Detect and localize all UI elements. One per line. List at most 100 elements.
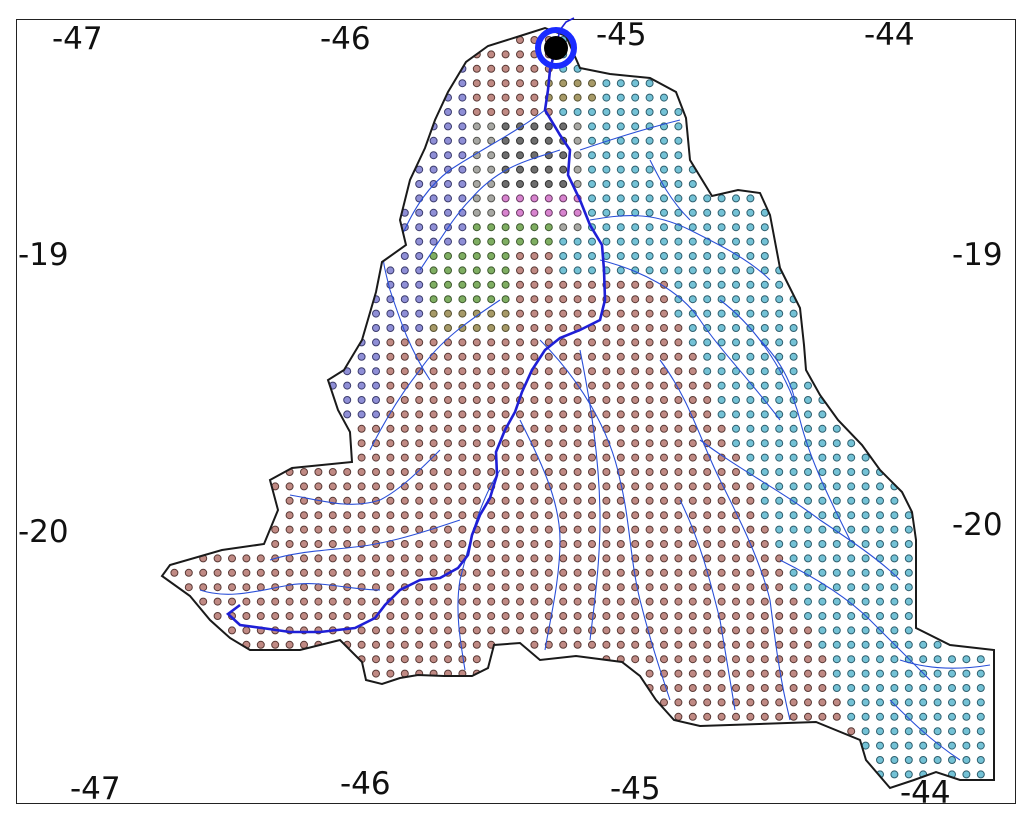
grid-point [688, 597, 697, 606]
grid-point [400, 525, 409, 534]
grid-point [775, 511, 784, 520]
grid-point [631, 655, 640, 664]
grid-point [688, 684, 697, 692]
grid-point [357, 410, 366, 419]
grid-point [472, 468, 481, 476]
grid-point [300, 540, 308, 548]
grid-point [472, 496, 481, 505]
grid-point [530, 396, 539, 404]
grid-point [429, 597, 438, 606]
grid-point [789, 712, 798, 721]
grid-point [602, 410, 611, 419]
grid-point [688, 381, 697, 390]
grid-point [429, 381, 438, 390]
grid-point [861, 655, 870, 664]
grid-point [861, 727, 870, 736]
grid-point [789, 352, 798, 361]
grid-point [487, 626, 496, 635]
tributary-network [199, 109, 991, 761]
grid-point [616, 352, 625, 361]
grid-point [818, 540, 827, 548]
grid-point [487, 165, 496, 174]
grid-point [746, 194, 755, 203]
grid-point [732, 684, 740, 692]
grid-point [645, 396, 654, 404]
grid-point [444, 640, 452, 649]
grid-point [386, 439, 395, 448]
grid-point [775, 525, 784, 534]
grid-point [415, 223, 424, 232]
grid-point [746, 252, 755, 260]
grid-point [616, 79, 625, 88]
grid-point [429, 640, 438, 649]
grid-point [357, 612, 366, 620]
grid-point [516, 352, 524, 361]
grid-point [487, 554, 496, 563]
grid-point [228, 554, 236, 563]
grid-point [501, 223, 510, 232]
grid-point [472, 583, 481, 592]
grid-point [645, 439, 654, 448]
grid-point [444, 352, 452, 361]
grid-point [559, 540, 568, 548]
grid-point [904, 612, 913, 620]
grid-point [588, 496, 596, 505]
grid-point [588, 525, 596, 534]
grid-point [890, 698, 899, 707]
grid-point [588, 93, 596, 102]
grid-point [472, 180, 481, 188]
grid-point [573, 482, 582, 491]
grid-point [501, 180, 510, 188]
grid-point [444, 295, 452, 304]
grid-point [472, 223, 481, 232]
grid-point [588, 583, 596, 592]
grid-point [271, 525, 280, 534]
grid-point [343, 396, 352, 404]
grid-point [861, 525, 870, 534]
grid-point [444, 511, 452, 520]
right-lat-label-2: -20 [952, 507, 1003, 543]
grid-point [328, 525, 337, 534]
grid-point [832, 568, 841, 577]
grid-point [458, 208, 467, 217]
grid-point [631, 511, 640, 520]
grid-point [631, 136, 640, 145]
grid-point [703, 698, 712, 707]
grid-point [415, 309, 424, 318]
grid-point [919, 655, 928, 664]
grid-point [573, 511, 582, 520]
grid-point [516, 79, 524, 88]
grid-point [516, 93, 524, 102]
grid-point [588, 280, 596, 289]
grid-point [285, 496, 294, 505]
grid-point [688, 324, 697, 332]
grid-point [516, 439, 524, 448]
grid-point [386, 367, 395, 376]
grid-point [256, 612, 265, 620]
grid-point [530, 381, 539, 390]
grid-point [890, 568, 899, 577]
grid-point [300, 554, 308, 563]
grid-point [573, 424, 582, 433]
grid-point [717, 712, 726, 721]
grid-point [631, 540, 640, 548]
grid-point [544, 424, 553, 433]
grid-point [544, 295, 553, 304]
grid-point [631, 252, 640, 260]
bottom-lon-label-2: -46 [340, 766, 391, 802]
grid-point [732, 338, 740, 347]
grid-point [357, 352, 366, 361]
grid-point [487, 64, 496, 73]
grid-point [602, 540, 611, 548]
grid-point [285, 540, 294, 548]
grid-point [487, 338, 496, 347]
grid-point [588, 309, 596, 318]
grid-point [199, 568, 208, 577]
grid-point [660, 698, 668, 707]
grid-point [602, 525, 611, 534]
grid-point [876, 597, 884, 606]
grid-point [429, 280, 438, 289]
grid-point [357, 640, 366, 649]
grid-point [386, 525, 395, 534]
grid-point [847, 468, 856, 476]
